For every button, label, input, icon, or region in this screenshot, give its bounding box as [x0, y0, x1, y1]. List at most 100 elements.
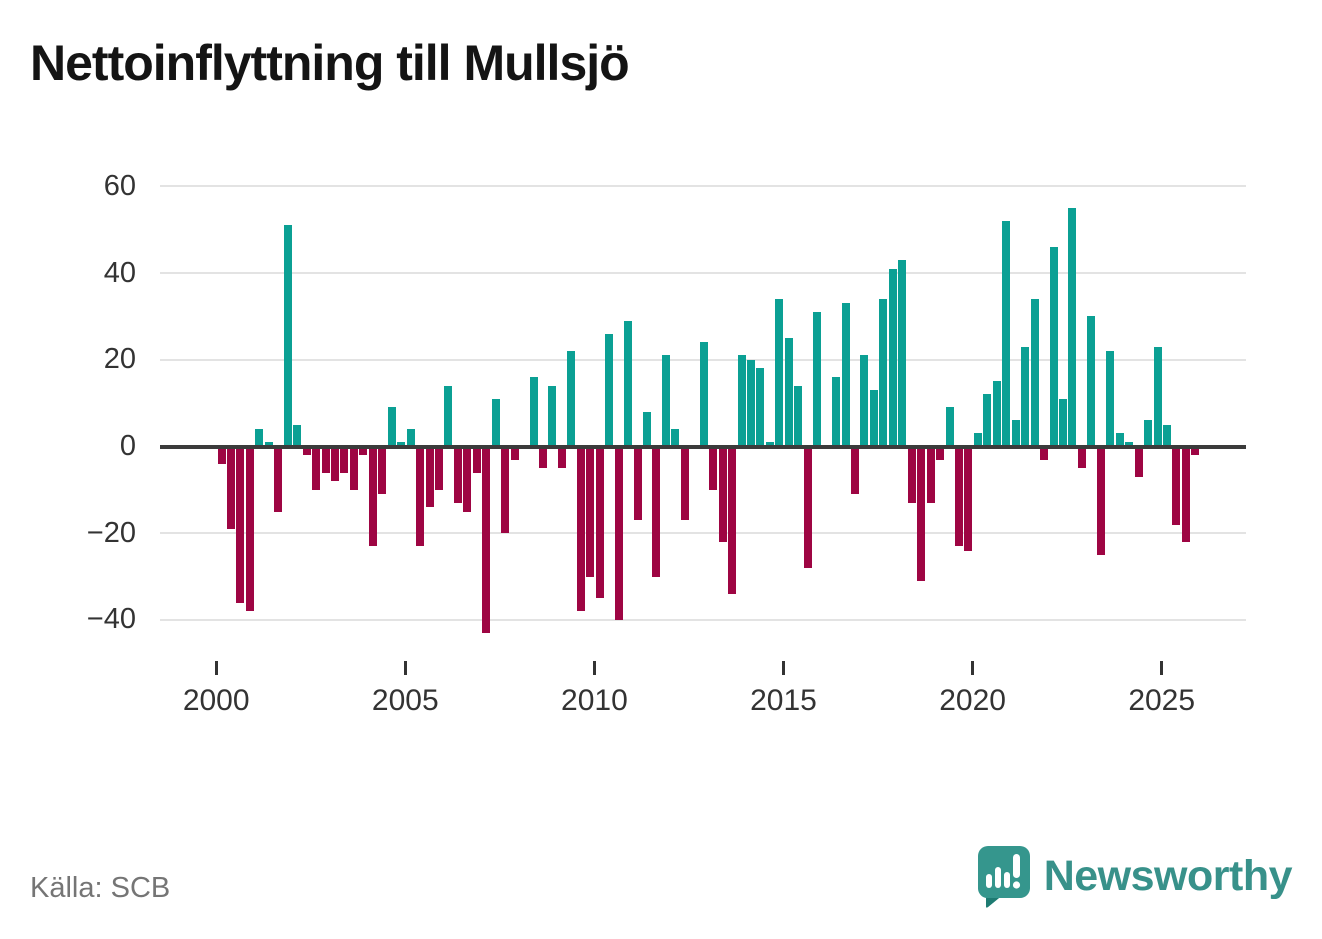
bar: [501, 446, 510, 534]
bar: [444, 385, 453, 447]
bar: [330, 446, 339, 482]
bar: [671, 429, 680, 447]
bar: [1153, 346, 1162, 447]
bar: [850, 446, 859, 495]
newsworthy-logo-icon: [976, 844, 1032, 908]
newsworthy-logo: Newsworthy: [976, 844, 1293, 908]
gridline: [160, 618, 1246, 621]
bar: [1134, 446, 1143, 477]
bar: [378, 446, 387, 495]
bar: [1040, 446, 1049, 460]
bar: [964, 446, 973, 551]
bar: [746, 359, 755, 447]
bar: [236, 446, 245, 603]
bar: [538, 446, 547, 469]
bar: [1191, 446, 1200, 456]
bar: [397, 442, 406, 447]
bar: [728, 446, 737, 594]
bar: [1106, 351, 1115, 447]
x-tick-mark: [214, 661, 218, 675]
bar: [255, 429, 264, 447]
bar: [1002, 221, 1011, 447]
bar: [661, 355, 670, 447]
bar: [756, 368, 765, 447]
bar: [349, 446, 358, 490]
bar: [1096, 446, 1105, 555]
bar: [245, 446, 254, 612]
bar: [1030, 299, 1039, 447]
bar: [709, 446, 718, 490]
bar: [312, 446, 321, 490]
bar: [718, 446, 727, 542]
bar: [832, 377, 841, 447]
x-tick-mark: [782, 661, 785, 675]
bar: [765, 442, 774, 447]
bar: [1049, 247, 1058, 447]
bar: [1115, 433, 1124, 447]
bar: [472, 446, 481, 473]
bar: [283, 225, 292, 447]
x-tick-label: 2015: [750, 684, 817, 717]
x-tick-label: 2025: [1128, 684, 1196, 717]
bar: [482, 446, 491, 633]
bar: [652, 446, 661, 577]
gridline: [160, 272, 1246, 275]
bar: [434, 446, 443, 490]
bar: [510, 446, 519, 460]
bar: [321, 446, 330, 473]
bar: [416, 446, 425, 547]
bar: [387, 407, 396, 447]
bar: [1087, 316, 1096, 447]
bar: [888, 268, 897, 447]
bar: [274, 446, 283, 512]
bar: [1172, 446, 1181, 525]
y-tick-label: 20: [103, 343, 136, 376]
bar: [642, 411, 651, 447]
bar: [1181, 446, 1190, 542]
bar: [217, 446, 226, 464]
y-tick-label: 60: [103, 169, 136, 202]
x-tick-mark: [403, 661, 407, 675]
bar: [973, 433, 982, 447]
bar: [803, 446, 812, 568]
bar: [860, 355, 869, 447]
bar: [775, 299, 784, 447]
x-tick-label: 2010: [561, 684, 628, 717]
bar: [567, 351, 576, 447]
bar: [1068, 208, 1077, 447]
bar: [879, 299, 888, 447]
bar: [293, 424, 302, 447]
bar: [624, 320, 633, 447]
bar: [605, 333, 614, 447]
bar: [680, 446, 689, 521]
x-tick-label: 2005: [371, 684, 439, 717]
x-tick-mark: [592, 661, 596, 675]
bar: [1077, 446, 1086, 469]
bar: [359, 446, 368, 456]
bar: [869, 390, 878, 447]
bar: [794, 385, 803, 447]
y-tick-label: −20: [86, 516, 136, 549]
bar: [1011, 420, 1020, 447]
bar: [264, 442, 273, 447]
bar: [548, 385, 557, 447]
bar: [633, 446, 642, 521]
bar: [926, 446, 935, 503]
bar: [784, 338, 793, 447]
x-tick-mark: [971, 661, 975, 675]
bar: [491, 398, 500, 447]
source-note: Källa: SCB: [30, 872, 171, 904]
bar: [463, 446, 472, 512]
bar: [576, 446, 585, 612]
bar: [529, 377, 538, 447]
bar: [983, 394, 992, 447]
gridline: [160, 185, 1246, 188]
bar: [992, 381, 1001, 447]
y-tick-label: −40: [86, 603, 136, 636]
bar: [1058, 398, 1067, 447]
bar: [841, 303, 850, 447]
bar: [557, 446, 566, 469]
bar: [945, 407, 954, 447]
bar: [302, 446, 311, 456]
